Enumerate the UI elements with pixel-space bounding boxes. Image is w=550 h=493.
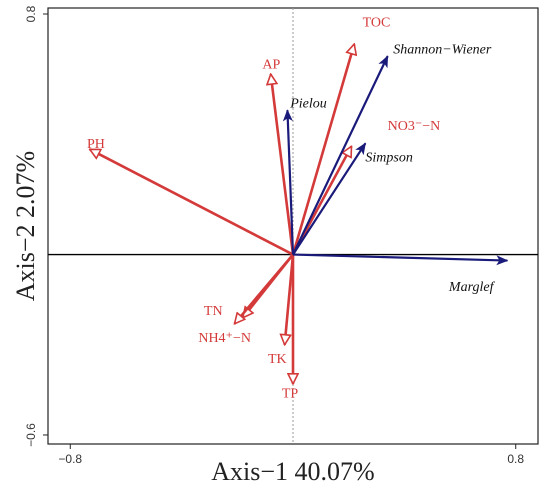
species-vector-shannon-wiener (292, 55, 389, 256)
y-tick-label: −0.6 (24, 423, 38, 447)
env-label-no3-n: NO3⁻−N (388, 119, 441, 134)
env-label-nh4-n: NH4⁺−N (198, 331, 251, 346)
axis-ticks: −0.8 0.8 0.8 −0.6 (24, 5, 524, 466)
vector-labels: TOC AP PH NO3⁻−N TN NH4⁺−N TK TP Shannon−Wiener P… (87, 15, 496, 401)
env-vector-ph (90, 148, 294, 256)
env-label-tk: TK (268, 352, 287, 367)
env-label-ap: AP (262, 57, 280, 72)
species-vectors (282, 55, 509, 266)
species-vector-marglef (292, 253, 509, 266)
species-label-marglef: Marglef (448, 280, 496, 295)
env-vector-nh4-n (235, 253, 294, 324)
species-label-simpson: Simpson (365, 151, 412, 166)
species-vector-simpson (292, 142, 367, 256)
y-axis-title: Axis−2 2.07% (11, 151, 40, 301)
species-label-pielou: Pielou (289, 96, 327, 111)
env-vector-toc (291, 44, 354, 255)
y-tick-label: 0.8 (24, 5, 38, 22)
env-vector-tk (285, 254, 295, 345)
x-tick-label: 0.8 (507, 452, 524, 466)
env-vector-ap (271, 74, 295, 255)
env-label-toc: TOC (363, 15, 391, 30)
species-label-shannon-wiener: Shannon−Wiener (393, 42, 492, 57)
x-tick-label: −0.8 (58, 452, 82, 466)
species-vector-pielou (282, 109, 295, 255)
env-label-ph: PH (87, 137, 105, 152)
env-label-tp: TP (282, 387, 299, 402)
x-axis-title: Axis−1 40.07% (211, 457, 374, 486)
env-label-tn: TN (204, 304, 223, 319)
